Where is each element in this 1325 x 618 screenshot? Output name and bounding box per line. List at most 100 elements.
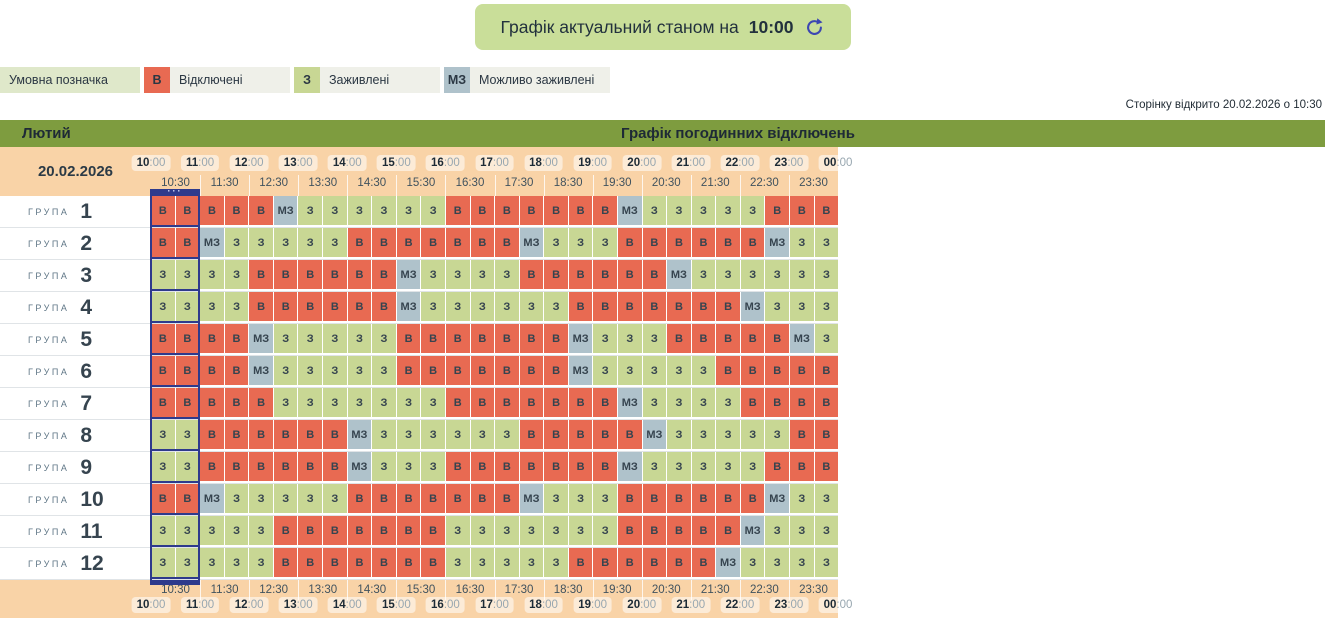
schedule-cell: З xyxy=(642,388,667,417)
group-word: ГРУПА xyxy=(28,366,70,377)
schedule-cell: З xyxy=(790,516,814,545)
schedule-cell: З xyxy=(151,452,175,481)
schedule-cell: МЗ xyxy=(396,292,421,321)
schedule-cell: В xyxy=(298,292,323,321)
schedule-cell: З xyxy=(200,516,224,545)
schedule-cell: В xyxy=(175,324,200,353)
schedule-cell: МЗ xyxy=(790,324,814,353)
page-opened-note: Сторінку відкрито 20.02.2026 о 10:30 xyxy=(1125,99,1322,111)
schedule-cell: В xyxy=(200,196,224,225)
schedule-cell: В xyxy=(691,324,716,353)
schedule-cell: З xyxy=(814,324,839,353)
group-row: ГРУПА 10 В В МЗ З З З З З В В В В В В В МЗ З З З В В В В В В МЗ З З xyxy=(0,484,839,516)
hour-tick xyxy=(298,580,300,600)
status-time: 10:00 xyxy=(748,16,794,37)
schedule-cell: В xyxy=(519,196,544,225)
schedule-cell: В xyxy=(519,324,544,353)
hour-tick xyxy=(592,175,594,196)
hour-label: 10:00 xyxy=(131,155,171,171)
month-title: Лютий xyxy=(22,125,71,142)
schedule-cell: МЗ xyxy=(765,484,790,513)
schedule-cell: З xyxy=(691,260,716,289)
schedule-cell: В xyxy=(470,356,495,385)
schedule-cell: З xyxy=(716,420,740,449)
schedule-cell: В xyxy=(224,452,249,481)
schedule-cell: З xyxy=(175,420,200,449)
group-number: 7 xyxy=(80,391,93,415)
schedule-cell: З xyxy=(224,292,249,321)
hour-tick xyxy=(641,580,643,600)
legend: Умовна позначка В Відключені З Заживлені МЗ М… xyxy=(0,67,610,93)
half-hour-label: 20:30 xyxy=(651,177,681,189)
schedule-cell: В xyxy=(642,548,667,577)
group-label: ГРУПА 8 xyxy=(0,420,151,451)
group-label: ГРУПА 12 xyxy=(0,548,151,579)
group-label: ГРУПА 11 xyxy=(0,516,151,547)
group-row: ГРУПА 9 З З В В В В В В МЗ З З З В В В В В В В МЗ З З З З З В В В xyxy=(0,452,839,484)
group-cells: З З В В В В В В МЗ З З З В В В В В В В МЗ З З З З З В В В xyxy=(151,452,839,481)
group-cells: В В МЗ З З З З З В В В В В В В МЗ З З З В В В В В В МЗ З З xyxy=(151,484,839,513)
schedule-cell: МЗ xyxy=(740,516,765,545)
schedule-cell: З xyxy=(593,484,617,513)
schedule-cell: З xyxy=(421,452,445,481)
schedule-cell: З xyxy=(765,260,790,289)
hour-tick xyxy=(543,580,545,600)
schedule-cell: В xyxy=(200,388,224,417)
group-label: ГРУПА 6 xyxy=(0,356,151,387)
schedule-cell: В xyxy=(396,484,421,513)
schedule-cell: В xyxy=(593,452,617,481)
hour-label: 10:00 xyxy=(131,597,171,613)
time-scale-top: 20.02.2026 10:00 11:00 12:00 13:00 14:00 15:0… xyxy=(0,147,858,196)
schedule-cell: В xyxy=(200,324,224,353)
schedule-cell: З xyxy=(445,420,470,449)
schedule-cell: В xyxy=(445,196,470,225)
schedule-cell: В xyxy=(495,324,519,353)
schedule-cell: В xyxy=(642,516,667,545)
schedule-cell: МЗ xyxy=(642,420,667,449)
half-hour-label: 10:30 xyxy=(161,584,190,596)
schedule-cell: З xyxy=(273,356,298,385)
group-number: 10 xyxy=(80,487,104,511)
schedule-cell: В xyxy=(323,548,347,577)
schedule-cell: В xyxy=(323,260,347,289)
schedule-cell: В xyxy=(617,420,642,449)
group-word: ГРУПА xyxy=(28,238,70,249)
schedule-cell: В xyxy=(347,516,372,545)
hour-tick xyxy=(838,175,839,196)
schedule-cell: В xyxy=(814,388,839,417)
schedule-cell: З xyxy=(298,196,323,225)
schedule-cell: В xyxy=(716,356,740,385)
schedule-cell: В xyxy=(814,196,839,225)
schedule-cell: В xyxy=(667,324,691,353)
hour-tick xyxy=(298,175,300,196)
hour-tick xyxy=(739,580,741,600)
legend-code-box: З xyxy=(294,67,320,93)
schedule-cell: В xyxy=(790,388,814,417)
status-button[interactable]: Графік актуальний станом на 10:00 xyxy=(474,4,851,50)
schedule-cell: В xyxy=(519,356,544,385)
group-number: 12 xyxy=(80,551,104,575)
schedule-cell: В xyxy=(249,292,273,321)
schedule-cell: В xyxy=(200,420,224,449)
schedule-cell: В xyxy=(790,356,814,385)
half-hour-label: 16:30 xyxy=(455,177,485,189)
schedule-cell: В xyxy=(273,548,298,577)
schedule-cell: З xyxy=(814,228,839,257)
schedule-cell: В xyxy=(298,260,323,289)
group-row: ГРУПА 8 З З В В В В В В МЗ З З З З З З В В В В В МЗ З З З З З В В xyxy=(0,420,839,452)
schedule-cell: В xyxy=(151,484,175,513)
group-cells: В В В В МЗ З З З З З В В В В В В В МЗ З З З З З В В В В В xyxy=(151,356,839,385)
schedule-cell: МЗ xyxy=(200,228,224,257)
legend-code-box: В xyxy=(144,67,170,93)
date-label: 20.02.2026 xyxy=(37,163,114,180)
refresh-icon[interactable] xyxy=(804,17,825,38)
schedule-cell: З xyxy=(568,484,593,513)
schedule-cell: З xyxy=(740,420,765,449)
schedule-cell: В xyxy=(200,356,224,385)
half-hour-label: 15:30 xyxy=(406,584,436,596)
schedule-cell: З xyxy=(470,420,495,449)
schedule-cell: В xyxy=(323,452,347,481)
schedule-cell: З xyxy=(298,228,323,257)
group-label: ГРУПА 5 xyxy=(0,324,151,355)
